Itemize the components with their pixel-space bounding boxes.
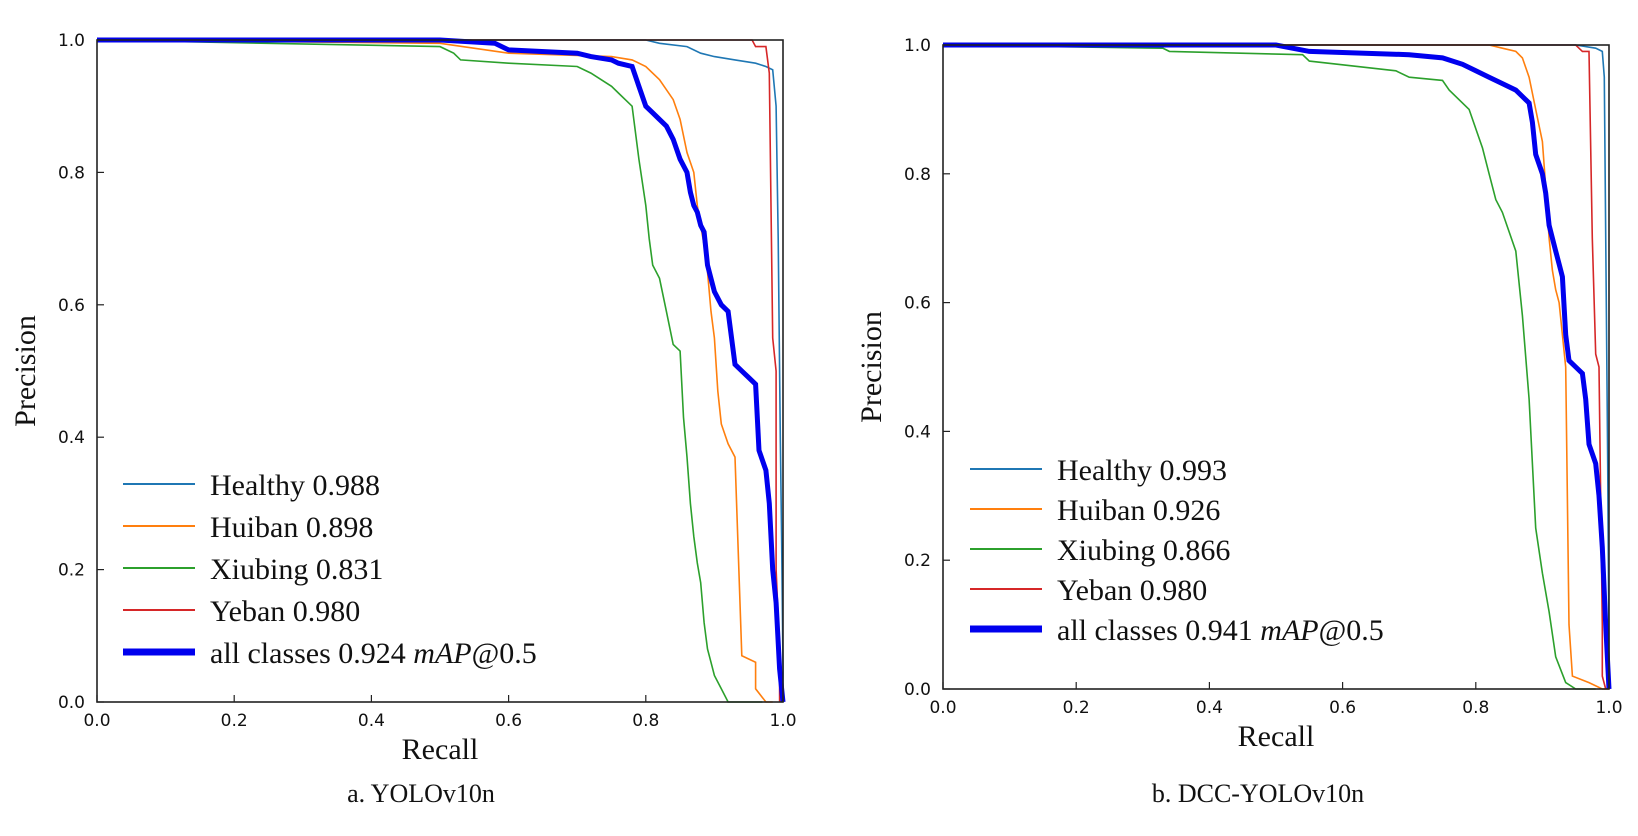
x-tick-label: 0.0 <box>929 698 956 718</box>
series-lines <box>97 37 786 703</box>
y-tick-label: 0.0 <box>58 693 85 713</box>
x-tick-label: 0.6 <box>495 711 522 731</box>
legend: Healthy 0.988 Huiban 0.898 Xiubing 0.831 Ye… <box>123 469 537 670</box>
subfigure-caption: a. YOLOv10n <box>347 779 495 808</box>
series-line-1 <box>943 44 1609 690</box>
y-axis-label: Precision <box>855 311 888 423</box>
series-line-3 <box>97 39 781 702</box>
series-line-2 <box>97 39 763 703</box>
series-line-0 <box>97 39 784 702</box>
x-tick-label: 0.2 <box>221 711 248 731</box>
y-tick-label: 0.6 <box>58 296 85 316</box>
x-tick-label: 0.8 <box>632 711 659 731</box>
y-tick-label: 0.2 <box>904 551 931 571</box>
legend-entry: Huiban 0.898 <box>210 511 373 544</box>
series-line-2 <box>943 44 1596 690</box>
x-tick-label: 0.4 <box>1196 698 1223 718</box>
x-axis-label: Recall <box>1238 720 1315 753</box>
series-line-3 <box>943 44 1607 690</box>
x-tick-label: 0.4 <box>358 711 385 731</box>
legend-entry: Healthy 0.988 <box>210 469 380 502</box>
panel-yolov10n: 0.0 0.2 0.4 0.6 0.8 1.0 0.0 0.2 0.4 0.6 0.8 1.0 Reca… <box>9 31 797 808</box>
plot-frame <box>942 44 1610 690</box>
x-tick-label: 1.0 <box>1595 698 1622 718</box>
legend-entry: Xiubing 0.831 <box>210 553 383 586</box>
legend-entry: Yeban 0.980 <box>210 595 360 628</box>
y-tick-label: 0.4 <box>904 422 931 442</box>
plot-frame <box>96 39 784 703</box>
subfigure-caption: b. DCC-YOLOv10n <box>1152 779 1364 808</box>
legend-entry: all classes 0.941 mAP@0.5 <box>1057 614 1384 647</box>
legend: Healthy 0.993 Huiban 0.926 Xiubing 0.866 Ye… <box>970 454 1384 647</box>
legend-entry: all classes 0.924 mAP@0.5 <box>210 637 537 670</box>
y-tick-label: 0.6 <box>904 294 931 314</box>
y-tick-label: 0.4 <box>58 428 85 448</box>
y-tick-label: 0.8 <box>58 163 85 183</box>
x-tick-label: 0.0 <box>83 711 110 731</box>
y-tick-label: 0.8 <box>904 165 931 185</box>
legend-entry: Xiubing 0.866 <box>1057 534 1230 567</box>
legend-entry: Huiban 0.926 <box>1057 494 1220 527</box>
panel-dcc-yolov10n: 0.0 0.2 0.4 0.6 0.8 1.0 0.0 0.2 0.4 0.6 0.8 1.0 Reca… <box>855 36 1623 808</box>
y-tick-label: 0.2 <box>58 561 85 581</box>
y-tick-label: 0.0 <box>904 680 931 700</box>
x-axis-label: Recall <box>402 733 479 766</box>
series-lines <box>943 42 1612 690</box>
series-line-4 <box>943 42 1612 690</box>
series-line-0 <box>943 44 1610 689</box>
x-tick-label: 0.2 <box>1063 698 1090 718</box>
legend-entry: Yeban 0.980 <box>1057 574 1207 607</box>
y-tick-label: 1.0 <box>904 36 931 56</box>
y-axis-label: Precision <box>9 315 42 427</box>
y-tick-label: 1.0 <box>58 31 85 51</box>
x-tick-label: 0.6 <box>1329 698 1356 718</box>
legend-entry: Healthy 0.993 <box>1057 454 1227 487</box>
x-tick-label: 0.8 <box>1462 698 1489 718</box>
x-tick-label: 1.0 <box>769 711 796 731</box>
series-line-4 <box>97 37 786 703</box>
